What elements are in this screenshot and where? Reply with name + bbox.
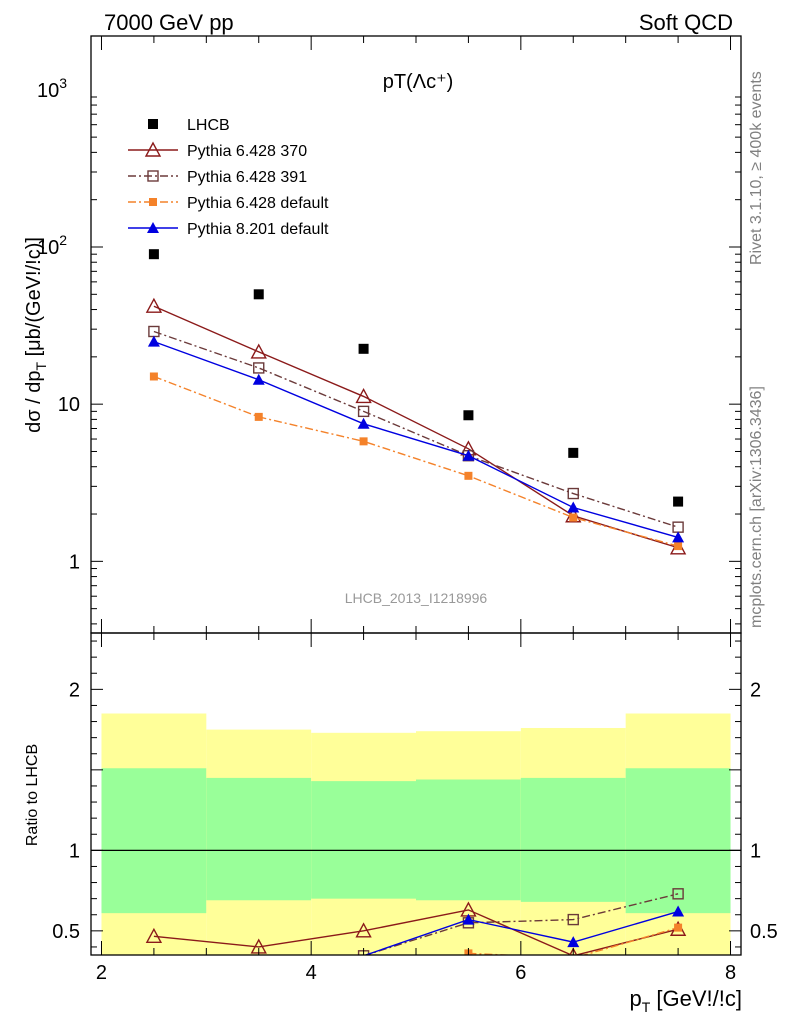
main-point-p6def (569, 513, 578, 522)
main-point-p6def (464, 471, 473, 480)
main-point-p8def (672, 531, 685, 543)
source-label: mcplots.cern.ch [arXiv:1306.3436] (748, 386, 765, 628)
main-line-p370 (153, 305, 679, 549)
uncertainty-band-inner (206, 777, 312, 901)
legend-marker-p6def (149, 198, 157, 206)
header-left: 7000 GeV pp (104, 10, 234, 35)
watermark: LHCB_2013_I1218996 (345, 590, 488, 606)
legend-marker-p8def (147, 222, 159, 233)
main-point-p370 (250, 343, 267, 359)
main-axes: 1 10 102 103 (37, 35, 742, 634)
legend: LHCB Pythia 6.428 370 Pythia 6.428 391 Pyth… (128, 117, 329, 238)
rivet-label: Rivet 3.1.10, ≥ 400k events (748, 71, 765, 265)
ratio-y-tick-label: 0.5 (52, 921, 80, 943)
legend-label-p391: Pythia 6.428 391 (187, 169, 307, 186)
x-tick-label: 2 (96, 962, 107, 984)
main-point-p6def (359, 437, 368, 446)
main-point-p8def (462, 449, 475, 461)
ratio-point-p8def (337, 957, 349, 968)
ratio-y-label: Ratio to LHCB (24, 744, 41, 846)
legend-label-p8def: Pythia 8.201 default (187, 221, 329, 238)
y-tick-label: 102 (37, 232, 67, 259)
ratio-y-tick-label: 2 (69, 679, 80, 701)
ratio-point-p391 (567, 913, 579, 926)
y-tick-label: 1 (69, 551, 80, 573)
uncertainty-band-inner (625, 768, 731, 914)
ratio-point-p8def (672, 905, 685, 917)
main-point-p6def (149, 372, 158, 381)
main-point-p370 (355, 387, 372, 404)
main-point-p6def (254, 412, 263, 421)
ratio-y-tick-label-right: 2 (750, 679, 761, 701)
main-point-p391 (357, 405, 370, 418)
uncertainty-band-inner (101, 768, 207, 914)
legend-label-lhcb: LHCB (187, 117, 230, 134)
ratio-line-p8def (363, 910, 679, 955)
main-point-lhcb (148, 249, 159, 260)
y-tick-label: 103 (37, 75, 67, 102)
ratio-point-p370 (355, 922, 372, 938)
main-point-lhcb (463, 410, 474, 421)
main-point-lhcb (358, 343, 369, 354)
main-point-p391 (567, 487, 579, 500)
x-tick-label: 8 (725, 962, 736, 984)
main-point-p391 (672, 521, 684, 533)
legend-label-p6def: Pythia 6.428 default (187, 195, 329, 212)
ratio-point-p8def (462, 913, 475, 925)
ratio-axes: 0.5 0.5 1 1 2 2 2 4 6 8 (52, 632, 778, 984)
ratio-y-tick-label-right: 1 (750, 840, 761, 862)
main-point-p8def (567, 501, 580, 513)
ratio-plot-area (91, 713, 741, 968)
legend-marker-p370 (144, 141, 162, 157)
header-right: Soft QCD (639, 10, 733, 35)
ratio-y-tick-label: 1 (69, 840, 80, 862)
y-axis-label: dσ / dpT [μb/(GeV!/!c)] (23, 237, 49, 433)
x-axis-label: pT [GeV!/!c] (629, 986, 742, 1015)
ratio-line-p370 (153, 909, 679, 955)
ratio-point-p391 (672, 888, 684, 900)
ratio-panel: 0.5 0.5 1 1 2 2 2 4 6 8 Ratio to LHCB pT [GeV!/!c… (24, 632, 778, 1015)
uncertainty-band-inner (416, 779, 521, 901)
main-point-p391 (253, 362, 265, 374)
ratio-y-tick-label-right: 0.5 (750, 921, 778, 943)
ratio-line-p6def (468, 926, 679, 955)
main-point-p8def (147, 335, 160, 347)
main-point-p370 (145, 297, 163, 313)
chart-title: pT(Λc⁺) (383, 71, 454, 93)
main-point-p6def (674, 542, 683, 551)
x-tick-label: 4 (306, 962, 317, 984)
main-point-lhcb (568, 447, 579, 458)
main-plot-area (145, 249, 687, 555)
main-point-lhcb (253, 289, 264, 300)
ratio-point-p8def (567, 936, 580, 948)
legend-label-p370: Pythia 6.428 370 (187, 143, 307, 160)
main-point-p8def (357, 417, 370, 429)
uncertainty-band-inner (311, 781, 416, 899)
legend-marker-p391 (147, 170, 159, 182)
main-point-p8def (252, 373, 265, 385)
main-line-p6def (153, 375, 679, 547)
legend-marker-lhcb (148, 119, 158, 129)
main-panel: pT(Λc⁺) LHCB_2013_I1218996 LHCB Pythia 6.… (23, 35, 742, 634)
main-line-p8def (153, 340, 679, 539)
ratio-point-p370 (145, 927, 163, 944)
main-point-lhcb (673, 496, 684, 507)
y-tick-label: 10 (58, 394, 80, 416)
x-tick-label: 6 (515, 962, 526, 984)
ratio-line-p391 (363, 893, 679, 955)
uncertainty-band-inner (520, 777, 626, 902)
ratio-point-p6def (674, 923, 683, 932)
main-line-p391 (153, 330, 679, 528)
